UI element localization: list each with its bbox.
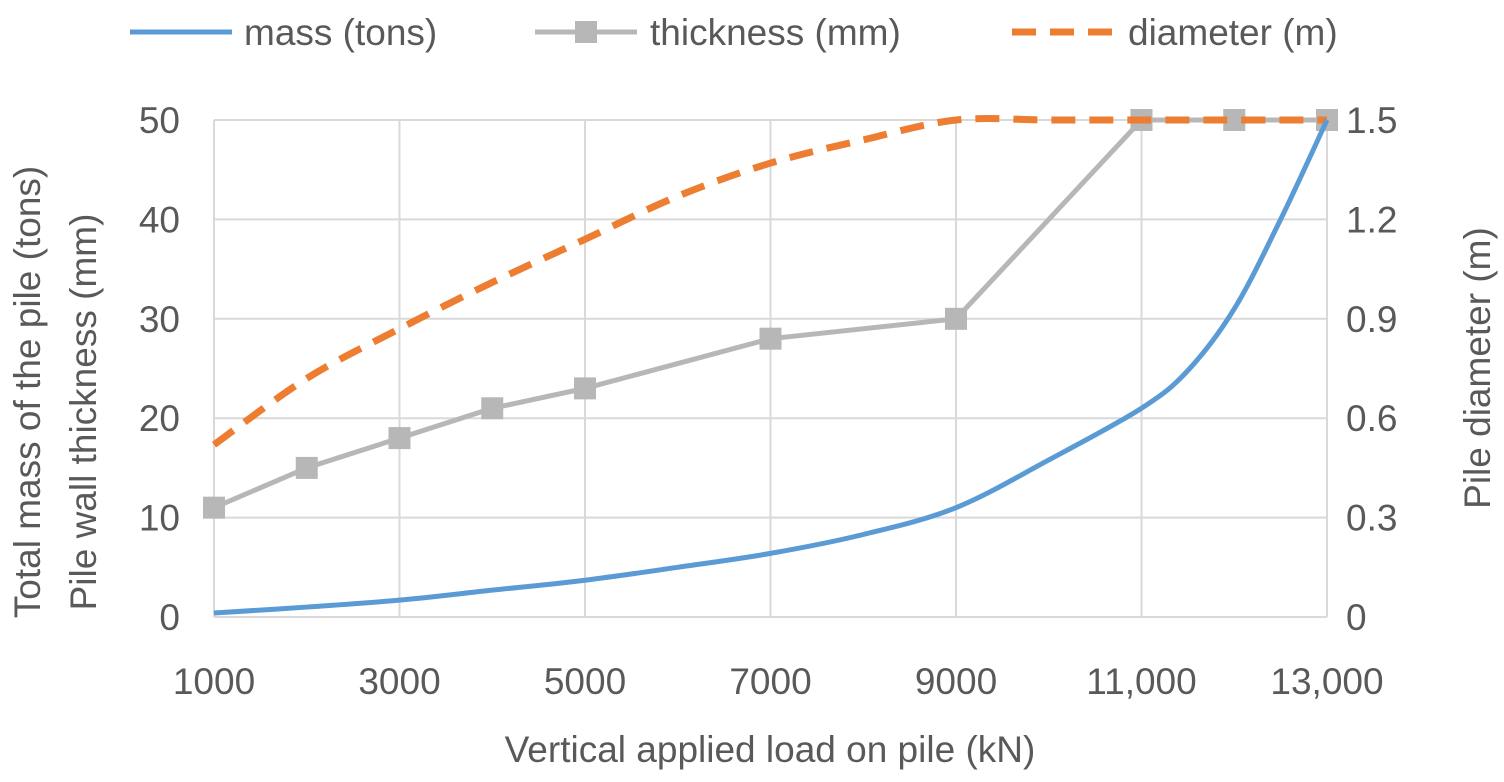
y-right-tick-label: 0.3 — [1346, 498, 1397, 539]
y-axis-title-right: Pile diameter (m) — [1457, 227, 1498, 509]
tick-labels: 1000 3000 5000 7000 9000 11,000 13,000 0 10 20 30 4… — [139, 100, 1398, 702]
y-left-tick-label: 30 — [139, 299, 180, 340]
data-point-thickness — [1223, 109, 1246, 131]
x-tick-label: 3000 — [358, 661, 440, 702]
legend-marker-thickness — [575, 21, 597, 43]
data-point-thickness — [759, 327, 782, 350]
legend-item-diameter: diameter (m) — [1012, 12, 1338, 53]
x-tick-label: 13,000 — [1270, 661, 1383, 702]
x-axis-title: Vertical applied load on pile (kN) — [505, 729, 1036, 770]
y-left-tick-label: 10 — [139, 498, 180, 539]
series-layer — [203, 109, 1338, 616]
series-line-diameter — [211, 115, 1327, 448]
y-right-tick-label: 1.5 — [1346, 100, 1397, 141]
x-tick-label: 1000 — [173, 661, 255, 702]
x-tick-label: 11,000 — [1086, 661, 1196, 702]
y-axis-title-left-mass: Total mass of the pile (tons) — [7, 166, 48, 618]
y-axis-title-left-thickness: Pile wall thickness (mm) — [63, 214, 104, 611]
data-point-thickness — [574, 377, 596, 400]
y-right-tick-label: 0 — [1346, 597, 1367, 638]
x-tick-label: 7000 — [729, 661, 811, 702]
y-right-tick-label: 0.9 — [1346, 299, 1397, 340]
y-left-tick-label: 50 — [139, 100, 180, 141]
legend-item-thickness: thickness (mm) — [535, 12, 901, 53]
x-tick-label: 9000 — [915, 661, 997, 702]
data-point-thickness — [388, 427, 411, 450]
legend-label-mass: mass (tons) — [244, 12, 437, 53]
y-right-tick-label: 1.2 — [1346, 199, 1397, 240]
x-tick-label: 5000 — [544, 661, 626, 702]
series-line-mass — [213, 118, 1330, 616]
legend: mass (tons) thickness (mm) diameter (m) — [130, 12, 1338, 53]
legend-label-thickness: thickness (mm) — [650, 12, 901, 53]
y-left-tick-label: 20 — [139, 398, 180, 439]
data-point-thickness — [945, 307, 967, 330]
gridlines — [213, 119, 1328, 618]
y-right-tick-label: 0.6 — [1346, 398, 1397, 439]
legend-label-diameter: diameter (m) — [1128, 12, 1338, 53]
y-left-tick-label: 0 — [159, 597, 180, 638]
data-point-thickness — [295, 456, 318, 479]
legend-item-mass: mass (tons) — [130, 12, 437, 53]
y-left-tick-label: 40 — [139, 199, 180, 240]
data-point-thickness — [203, 496, 225, 519]
data-point-thickness — [481, 397, 504, 420]
